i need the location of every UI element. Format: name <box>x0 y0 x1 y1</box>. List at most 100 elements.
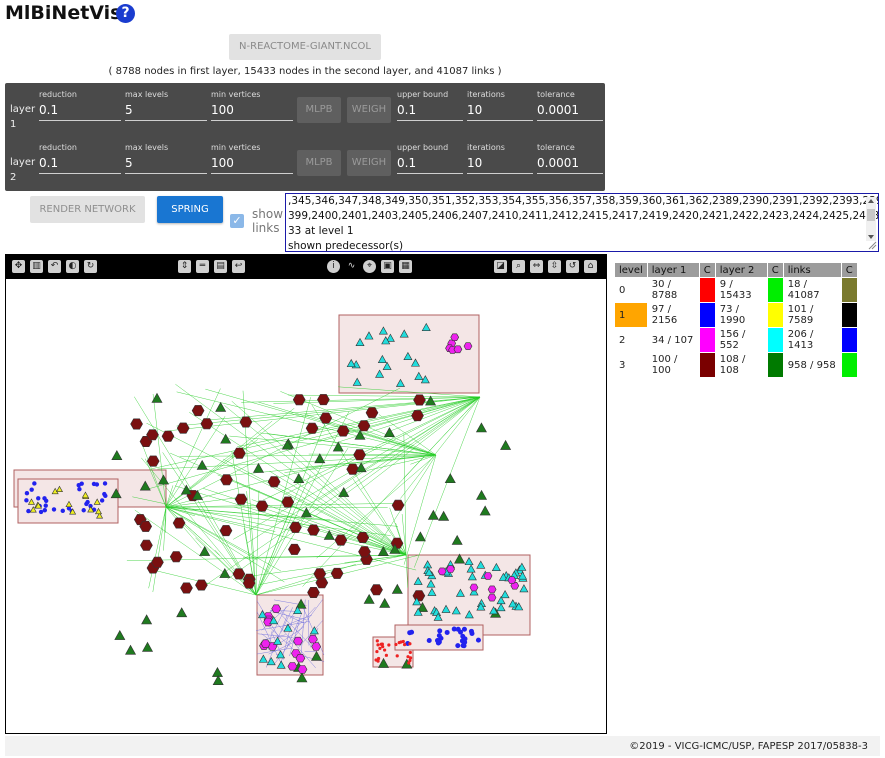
render-network-button[interactable]: RENDER NETWORK <box>30 196 145 223</box>
show-links-checkbox[interactable]: ✓ <box>230 214 244 228</box>
app-title: MlBiNetVis <box>5 2 121 24</box>
layer1-node <box>147 456 159 466</box>
legend-layer1-count: 100 / 100 <box>647 353 699 378</box>
layer1-node <box>308 587 320 597</box>
link <box>166 507 281 571</box>
link <box>318 397 480 500</box>
compass-icon[interactable]: ⌖ <box>363 260 376 273</box>
legend-layer2-color <box>767 353 783 378</box>
layer-1-mlpb-button[interactable]: MLPB <box>297 97 341 123</box>
reset-icon[interactable]: ↺ <box>566 260 579 273</box>
layer1-node <box>181 583 193 593</box>
layer1-node <box>151 557 163 567</box>
log-textarea[interactable]: ,345,346,347,348,349,350,351,352,353,354… <box>285 193 879 252</box>
layer2-node <box>254 463 264 472</box>
vertical-resize-icon[interactable]: ⇳ <box>548 260 561 273</box>
layer1-node <box>282 497 294 507</box>
layer1-node <box>306 423 318 433</box>
zoom-icon[interactable]: ⌕ <box>512 260 525 273</box>
grid-icon[interactable]: ▦ <box>399 260 412 273</box>
move-icon[interactable]: ✥ <box>12 260 25 273</box>
layer1-node <box>470 584 478 591</box>
link <box>180 455 436 456</box>
layer1-node <box>454 346 462 353</box>
layer1-node <box>320 413 332 423</box>
layer2-node <box>315 454 325 463</box>
layer1-node <box>470 631 475 636</box>
layer1-node <box>347 464 359 474</box>
log-scrollbar[interactable] <box>866 197 876 241</box>
layer2-node <box>501 441 511 450</box>
layer1-node <box>354 450 366 460</box>
back-icon[interactable]: ↩ <box>232 260 245 273</box>
select-box-icon[interactable]: ▣ <box>381 260 394 273</box>
layer1-node <box>335 535 347 545</box>
layer1-node <box>261 640 270 648</box>
layer1-node <box>170 552 182 562</box>
home-icon[interactable]: ⌂ <box>584 260 597 273</box>
layer1-node <box>371 585 383 595</box>
horizontal-resize-icon[interactable]: ⇔ <box>530 260 543 273</box>
layer1-node <box>488 594 496 601</box>
undo-icon[interactable]: ↶ <box>48 260 61 273</box>
layer-2-mlpb-button[interactable]: MLPB <box>297 150 341 176</box>
layer2-node <box>177 608 187 617</box>
spring-button[interactable]: SPRING <box>157 196 223 223</box>
network-graph[interactable] <box>6 279 606 733</box>
info-icon[interactable]: i <box>327 260 340 273</box>
layer1-node <box>220 525 232 535</box>
layer2-node <box>480 506 490 515</box>
layer1-node <box>235 494 247 504</box>
rotate-icon[interactable]: ↻ <box>84 260 97 273</box>
layer2-node <box>355 430 365 439</box>
fit-icon[interactable]: ▤ <box>214 260 227 273</box>
layer1-node <box>173 518 185 528</box>
file-button[interactable]: N-REACTOME-GIANT.NCOL <box>229 34 381 60</box>
legend-layer2-color <box>767 278 783 303</box>
layer1-node <box>455 643 460 648</box>
legend-layer2-count: 73 / 1990 <box>715 303 767 328</box>
layer-2-weigh-button[interactable]: WEIGH <box>347 150 391 176</box>
link <box>317 455 436 558</box>
layer2-node <box>142 615 152 624</box>
link <box>153 507 166 592</box>
resize-grip-icon[interactable] <box>868 241 877 250</box>
layer-1-weigh-button[interactable]: WEIGH <box>347 97 391 123</box>
layer1-node <box>445 630 450 635</box>
layer2-node <box>115 631 125 640</box>
layer1-node <box>391 538 403 548</box>
link <box>241 397 480 402</box>
layer1-node <box>409 651 412 654</box>
expand-vertical-icon[interactable]: ⇕ <box>178 260 191 273</box>
layer1-node <box>412 410 424 420</box>
legend-layer1-color <box>699 353 715 378</box>
chart-icon[interactable]: ▥ <box>30 260 43 273</box>
layer1-node <box>408 659 411 662</box>
compress-icon[interactable]: ═ <box>196 260 209 273</box>
toggle-icon[interactable]: ◐ <box>66 260 79 273</box>
check-icon: ✓ <box>232 214 241 227</box>
lasso-icon[interactable]: ∿ <box>345 260 358 273</box>
layer1-node <box>414 395 426 405</box>
legend-level: 2 <box>615 328 648 353</box>
paint-icon[interactable]: ◪ <box>494 260 507 273</box>
network-canvas[interactable]: ✥ ▥ ↶ ◐ ↻ ⇕ ═ ▤ ↩ i ∿ ⌖ ▣ ▦ ◪ ⌕ ⇔ ⇳ ↺ ⌂ <box>5 254 607 734</box>
layer1-node <box>308 525 320 535</box>
help-icon[interactable]: ? <box>116 4 135 23</box>
